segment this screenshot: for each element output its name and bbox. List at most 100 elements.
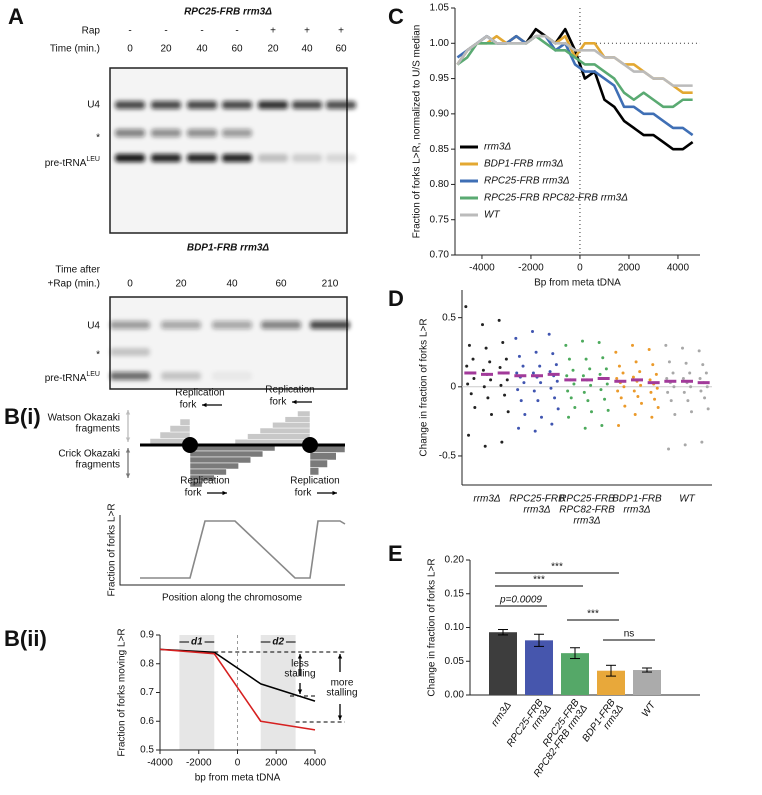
point	[647, 347, 651, 351]
panel-label: B(i)	[4, 404, 41, 429]
point	[571, 368, 575, 372]
band-label: pre-tRNALEU	[45, 156, 100, 169]
point	[621, 371, 625, 375]
lane-label: +	[270, 26, 276, 37]
okazaki-fragment	[189, 468, 227, 476]
bar	[561, 653, 589, 695]
x-tick-label: 0	[577, 263, 583, 274]
band-label: U4	[87, 321, 100, 332]
point	[655, 386, 659, 390]
row-label: Rap	[82, 26, 101, 37]
point	[514, 336, 518, 340]
okazaki-fragment	[189, 462, 239, 470]
point	[673, 412, 677, 416]
point	[672, 385, 676, 389]
point	[504, 357, 508, 361]
gel-band	[258, 101, 288, 109]
point	[472, 377, 476, 381]
legend-label: WT	[484, 210, 500, 221]
x-tick-label: 2000	[265, 758, 288, 769]
panel-label: E	[388, 541, 403, 566]
annotation: d2	[272, 637, 284, 648]
okazaki-fragment	[169, 425, 191, 433]
row-label: Time after	[55, 265, 100, 276]
y-tick-label: 0	[450, 381, 456, 392]
x-tick-label: -2000	[518, 263, 544, 274]
point	[521, 364, 525, 368]
band-label-main: pre-tRNA	[45, 373, 87, 384]
y-tick-label: 0.5	[140, 745, 154, 756]
point	[465, 364, 469, 368]
point	[506, 410, 510, 414]
y-tick-label: 0.6	[140, 716, 154, 727]
series-line	[159, 648, 316, 731]
point	[653, 397, 657, 401]
arrow-head	[292, 399, 297, 405]
y-tick-label: 0.00	[445, 690, 465, 701]
x-tick-label: 4000	[667, 263, 690, 274]
significance-label: ***	[587, 609, 599, 620]
gel-band	[212, 372, 252, 380]
lane-label: 20	[160, 44, 172, 55]
significance-label: p=0.0009	[499, 595, 542, 606]
lane-label: 40	[301, 44, 313, 55]
x-tick-label: rrm3Δ	[489, 700, 514, 729]
point	[483, 444, 487, 448]
point	[654, 372, 658, 376]
significance-label: ***	[551, 562, 563, 573]
gel-title: BDP1-FRB rrm3Δ	[187, 243, 270, 254]
panel-label: A	[8, 4, 24, 29]
lane-label: 60	[335, 44, 347, 55]
point	[665, 377, 669, 381]
lane-label: 0	[127, 44, 133, 55]
panel-label: D	[388, 286, 404, 311]
point	[551, 352, 555, 356]
watson-label: Watson Okazaki	[48, 413, 120, 424]
point	[473, 406, 477, 410]
y-tick-label: 0.15	[445, 588, 465, 599]
okazaki-fragment	[189, 480, 203, 488]
point	[682, 390, 686, 394]
band-label: pre-tRNALEU	[45, 371, 100, 384]
fork-label: Replication	[180, 476, 229, 487]
row-label: Time (min.)	[50, 44, 100, 55]
point	[636, 394, 640, 398]
gel-band	[115, 101, 145, 109]
y-tick-label: 1.05	[430, 3, 450, 14]
point	[586, 399, 590, 403]
gel-band	[187, 129, 217, 137]
point	[681, 377, 685, 381]
x-tick-label: BDP1-FRBrrm3Δ	[580, 697, 626, 750]
point	[664, 343, 668, 347]
gel-band	[151, 129, 181, 137]
point	[499, 383, 503, 387]
group-label: rrm3Δ	[473, 494, 501, 505]
point	[601, 356, 605, 360]
gel-band	[292, 154, 322, 162]
point	[548, 370, 552, 374]
fork-label: fork	[270, 397, 288, 408]
gel-band	[222, 129, 252, 137]
lane-label: +	[304, 26, 310, 37]
point	[603, 397, 607, 401]
annotation: d1	[191, 637, 203, 648]
legend-label: RPC25-FRB rrm3Δ	[484, 176, 570, 187]
x-tick-label: 0	[235, 758, 241, 769]
point	[633, 412, 637, 416]
gel-title: RPC25-FRB rrm3Δ	[184, 7, 272, 18]
lane-label: 40	[226, 279, 238, 290]
point	[706, 407, 710, 411]
point	[667, 447, 671, 451]
point	[699, 389, 703, 393]
group-label: rrm3Δ	[523, 505, 551, 516]
point	[484, 346, 488, 350]
point	[531, 371, 535, 375]
gel-band	[110, 321, 150, 329]
y-tick-label: 0.8	[140, 658, 154, 669]
point	[669, 399, 673, 403]
gel-band	[326, 154, 356, 162]
gel-band	[151, 154, 181, 162]
axis-label: Fraction of forks L>R	[107, 503, 118, 596]
point	[503, 393, 507, 397]
point	[689, 385, 693, 389]
